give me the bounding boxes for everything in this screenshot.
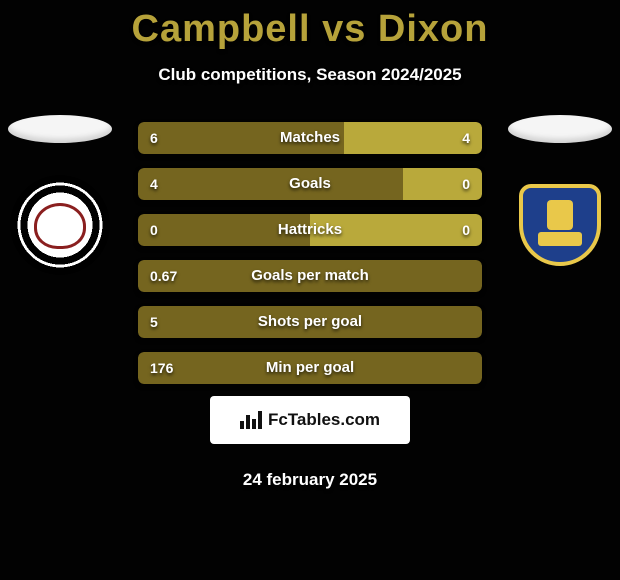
stat-row: 5Shots per goal bbox=[138, 306, 482, 338]
stat-bar-right bbox=[344, 122, 482, 154]
stat-bar-left bbox=[138, 352, 482, 384]
stat-bar-left bbox=[138, 168, 403, 200]
right-club-crest bbox=[510, 175, 610, 275]
stat-row: 40Goals bbox=[138, 168, 482, 200]
stats-container: 64Matches 40Goals 00Hattricks 0.67Goals per… bbox=[138, 122, 482, 384]
stat-row: 0.67Goals per match bbox=[138, 260, 482, 292]
date-label: 24 february 2025 bbox=[0, 470, 620, 490]
stat-row: 64Matches bbox=[138, 122, 482, 154]
right-player-silhouette bbox=[508, 115, 612, 143]
page-subtitle: Club competitions, Season 2024/2025 bbox=[0, 65, 620, 85]
stat-bar-right bbox=[310, 214, 482, 246]
stat-row: 176Min per goal bbox=[138, 352, 482, 384]
left-club-crest bbox=[10, 175, 110, 275]
shield-icon bbox=[519, 184, 601, 266]
stat-row: 00Hattricks bbox=[138, 214, 482, 246]
page-title: Campbell vs Dixon bbox=[0, 0, 620, 51]
right-player-column bbox=[500, 115, 620, 275]
stat-bar-left bbox=[138, 122, 344, 154]
stat-bar-left bbox=[138, 260, 482, 292]
left-player-column bbox=[0, 115, 120, 275]
bar-chart-icon bbox=[240, 411, 262, 429]
brand-box: FcTables.com bbox=[210, 396, 410, 444]
stat-bar-right bbox=[403, 168, 482, 200]
stat-bar-left bbox=[138, 214, 310, 246]
left-player-silhouette bbox=[8, 115, 112, 143]
brand-label: FcTables.com bbox=[268, 410, 380, 430]
stat-bar-left bbox=[138, 306, 482, 338]
